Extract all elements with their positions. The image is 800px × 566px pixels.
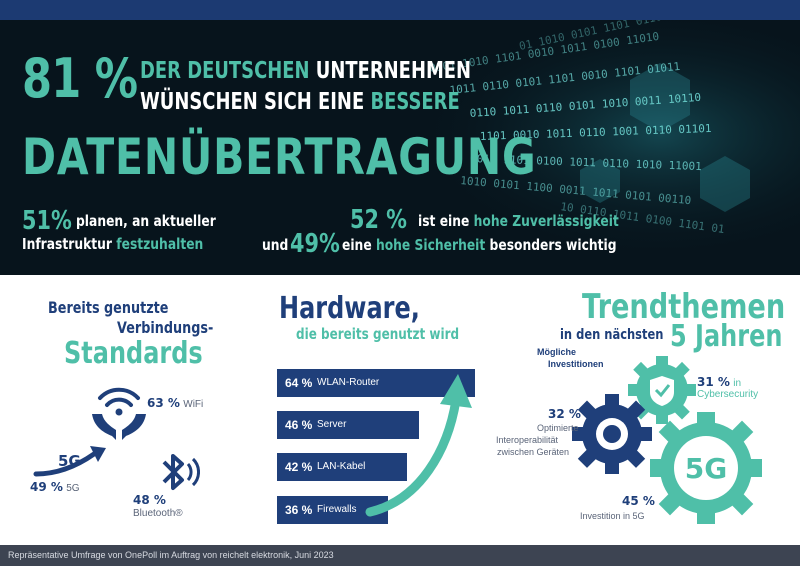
bluetooth-icon xyxy=(162,454,200,490)
wifi-hands-icon xyxy=(92,387,146,440)
wifi-label: WiFi xyxy=(183,399,204,410)
footer-source: Repräsentative Umfrage von OnePoll im Au… xyxy=(8,550,334,560)
bluetooth-percent: 48 % xyxy=(133,493,166,507)
gear-5g-text: 5G xyxy=(685,452,727,485)
headline-line-1: DER DEUTSCHEN UNTERNEHMEN xyxy=(140,60,471,83)
hardware-bar-percent: 42 % xyxy=(285,460,313,474)
interop-label-2: Interoperabilität xyxy=(496,435,559,445)
cyber-label-1: in xyxy=(733,378,742,389)
hero-stat-left-text2b: festzuhalten xyxy=(116,235,204,253)
standards-title-3: Standards xyxy=(64,336,203,371)
headline-percent: 81 % xyxy=(22,47,138,110)
gear-icon xyxy=(572,394,652,474)
hardware-bar-label: WLAN-Router xyxy=(317,377,380,388)
hardware-bar: 46 % Server xyxy=(277,411,419,439)
trends-title-1: Trendthemen xyxy=(582,287,786,327)
headline-line-2: WÜNSCHEN SICH EINE BESSERE xyxy=(140,91,460,114)
fiveg-invest-label: Investition in 5G xyxy=(580,511,645,521)
hero-stat-left-text1: planen, an aktueller xyxy=(76,212,216,230)
trends-subtitle-2: Investitionen xyxy=(548,359,604,369)
trends-title-2b: 5 Jahren xyxy=(670,319,783,354)
trends-subtitle-1: Mögliche xyxy=(537,347,577,357)
fiveg-stat: 49 % 5G xyxy=(30,481,80,494)
headline-line-3: DATENÜBERTRAGUNG xyxy=(22,128,537,186)
hero-stat-left-text2a: Infrastruktur xyxy=(22,235,112,253)
top-bar xyxy=(0,0,800,20)
hero-stat-right-percent2: 49% xyxy=(290,229,340,259)
hero-stat-right-text2b: hohe Sicherheit xyxy=(375,236,486,254)
hardware-bar-percent: 46 % xyxy=(285,418,313,432)
footer: Repräsentative Umfrage von OnePoll im Au… xyxy=(0,545,800,566)
fiveg-percent: 49 % xyxy=(30,480,63,494)
bluetooth-label: Bluetooth® xyxy=(133,508,183,519)
interop-label-1: Optimierte xyxy=(537,423,579,433)
hero-stat-left-percent: 51% xyxy=(22,206,72,236)
cyber-percent: 31 % xyxy=(697,375,730,389)
fiveg-arrow-icon: 5G xyxy=(33,446,106,477)
hardware-subtitle: die bereits genutzt wird xyxy=(296,325,460,343)
headline-line2-a: WÜNSCHEN SICH EINE xyxy=(140,89,365,115)
hero-stat-left-line2: Infrastruktur festzuhalten xyxy=(22,237,203,252)
hero-stat-right-line1: ist eine hohe Zuverlässigkeit xyxy=(418,214,619,229)
hero-stat-right-text1b: hohe Zuverlässigkeit xyxy=(473,212,619,230)
headline-line1-b: UNTERNEHMEN xyxy=(315,58,472,84)
cyber-label-2: Cybersecurity xyxy=(697,389,759,400)
binary-code-background: 0101 1010 1101 0010 1011 0100 11010 1011… xyxy=(0,20,800,275)
fiveg-label: 5G xyxy=(66,483,80,494)
cyber-stat: 31 % in xyxy=(697,376,741,389)
hero-stat-right-and: und xyxy=(262,236,289,254)
hardware-bar: 64 % WLAN-Router xyxy=(277,369,475,397)
wifi-percent: 63 % xyxy=(147,396,180,410)
hardware-bar: 42 % LAN-Kabel xyxy=(277,453,407,481)
headline-line2-b: BESSERE xyxy=(370,89,460,115)
growth-arrow-icon xyxy=(365,374,472,517)
gear-5g-icon: 5G xyxy=(650,412,762,524)
fiveg-icon-text: 5G xyxy=(58,452,81,470)
hardware-bar-label: LAN-Kabel xyxy=(317,461,366,472)
standards-title-2: Verbindungs- xyxy=(117,318,214,337)
hardware-bar-percent: 36 % xyxy=(285,503,313,517)
hardware-bar-label: Server xyxy=(317,419,347,430)
hardware-title: Hardware, xyxy=(279,291,420,326)
wifi-stat: 63 % WiFi xyxy=(147,397,203,410)
headline-line1-a: DER DEUTSCHEN xyxy=(140,58,310,84)
hero-stat-right-text2c: besonders wichtig xyxy=(489,236,617,254)
interop-label-3: zwischen Geräten xyxy=(497,447,570,457)
fiveg-invest-percent: 45 % xyxy=(622,494,655,508)
trends-title-2a: in den nächsten xyxy=(560,327,664,343)
hero-stat-right-text1a: ist eine xyxy=(418,212,470,230)
hardware-bar-label: Firewalls xyxy=(317,504,357,515)
gear-shield-icon xyxy=(628,356,696,424)
standards-title-1: Bereits genutzte xyxy=(48,298,169,317)
hero-stat-right-percent1: 52 % xyxy=(350,205,408,235)
interop-percent: 32 % xyxy=(548,407,581,421)
hero-banner: 0101 1010 1101 0010 1011 0100 11010 1011… xyxy=(0,20,800,275)
hero-stat-right-line2: eine hohe Sicherheit besonders wichtig xyxy=(342,238,617,253)
gears-illustration: 5G xyxy=(572,356,762,524)
hero-stat-right-text2a: eine xyxy=(342,236,372,254)
hardware-bar-percent: 64 % xyxy=(285,376,313,390)
